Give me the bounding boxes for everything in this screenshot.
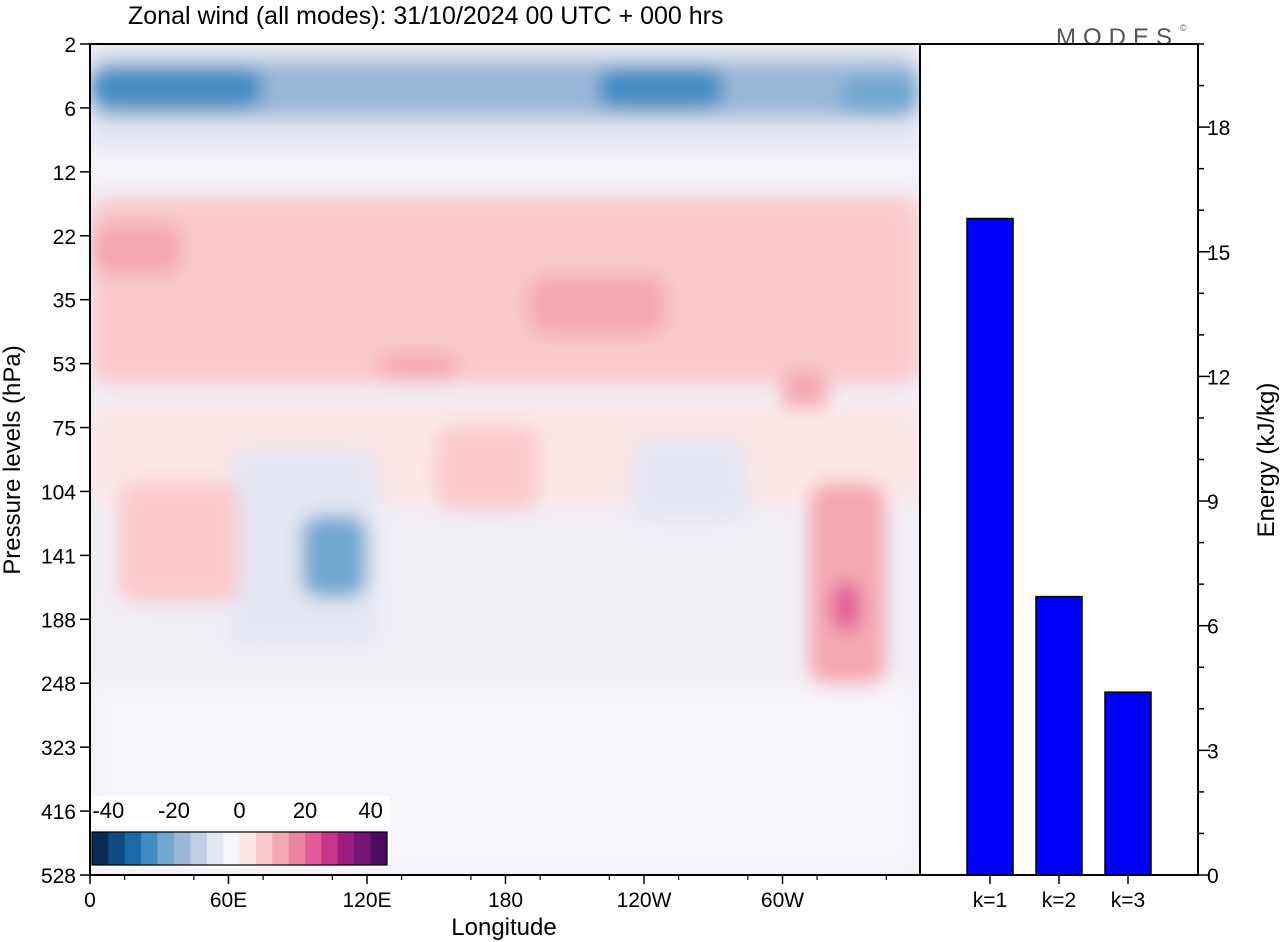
energy-bar-k=2 (1035, 595, 1083, 876)
colorbar-cell (370, 832, 388, 865)
energy-y-tick-label: 15 (1207, 242, 1230, 265)
y-tick-label: 188 (41, 609, 76, 632)
colorbar-cell (108, 832, 126, 865)
y-tick-label: 323 (41, 737, 76, 760)
colorbar-cell (92, 832, 109, 865)
energy-bars (966, 217, 1152, 876)
chart-title: Zonal wind (all modes): 31/10/2024 00 UT… (128, 2, 723, 30)
wind-region-7 (90, 197, 920, 384)
colorbar-cell (272, 832, 290, 865)
colorbar-cell (206, 832, 224, 865)
x-tick-label: 120W (617, 889, 672, 912)
colorbar-cell (141, 832, 158, 865)
heatmap-y-axis: 2 6 12 22 35 53 75 104 141 188 248 323 416 528 (41, 34, 90, 888)
y-tick-label: 141 (41, 545, 76, 568)
wind-region-13 (435, 427, 540, 511)
energy-y-tick-label: 0 (1207, 865, 1219, 888)
energy-panel: k=1 k=2 k=3 0 3 6 9 12 15 18 Energy (kJ/kg) (919, 43, 1280, 912)
y-tick-label: 53 (53, 354, 76, 377)
wind-region-19 (832, 581, 861, 633)
y-tick-label: 248 (41, 673, 76, 696)
x-tick-label: 120E (342, 889, 391, 912)
energy-y-tick-label: 9 (1207, 491, 1219, 514)
wind-region-9 (528, 275, 667, 336)
y-tick-label: 528 (41, 865, 76, 888)
colorbar: -40 -20 0 20 40 (90, 796, 390, 868)
colorbar-tick-label: 40 (358, 798, 382, 823)
x-tick-label: 0 (84, 889, 96, 912)
energy-y-axis: 0 3 6 9 12 15 18 (1198, 43, 1230, 888)
colorbar-tick-label: 20 (293, 798, 317, 823)
colorbar-labels: -40 -20 0 20 40 (92, 798, 382, 823)
colorbar-frame (91, 831, 388, 866)
colorbar-cell (255, 832, 273, 865)
y-tick-label: 6 (64, 98, 76, 121)
energy-x-label: k=1 (973, 889, 1007, 912)
wind-region-5 (839, 75, 920, 114)
colorbar-cell (124, 832, 142, 865)
colorbar-tick-label: -40 (92, 798, 124, 823)
energy-x-axis: k=1 k=2 k=3 (973, 875, 1145, 912)
energy-bar-k=3 (1104, 691, 1152, 876)
y-tick-label: 75 (53, 418, 76, 441)
y-tick-label: 2 (64, 34, 76, 57)
energy-bar-k=1 (966, 217, 1014, 876)
heatmap-panel: -40 -20 0 20 40 0 60E 120E 180 120W 60W 2 6 12 22 35 5… (0, 34, 921, 941)
colorbar-cell (288, 832, 306, 865)
heatmap-x-label: Longitude (451, 914, 556, 941)
colorbar-tick-label: -20 (158, 798, 190, 823)
wind-region-8 (90, 222, 183, 276)
wind-region-6 (90, 150, 920, 185)
colorbar-cell (321, 832, 339, 865)
y-tick-label: 35 (53, 290, 76, 313)
colorbar-cell (190, 832, 208, 865)
y-tick-label: 104 (41, 481, 76, 504)
colorbar-cell (223, 832, 240, 865)
energy-y-tick-label: 12 (1207, 366, 1230, 389)
colorbar-cell (337, 832, 355, 865)
colorbar-cell (239, 832, 257, 865)
energy-x-label: k=3 (1111, 889, 1145, 912)
energy-y-tick-label: 6 (1207, 616, 1219, 639)
wind-region-3 (320, 75, 436, 114)
heatmap-regions (90, 44, 920, 875)
x-tick-label: 180 (488, 889, 523, 912)
energy-x-label: k=2 (1042, 889, 1076, 912)
wind-region-2 (90, 67, 263, 108)
x-tick-label: 60W (761, 889, 804, 912)
colorbar-cell (305, 832, 322, 865)
y-tick-label: 22 (53, 226, 76, 249)
colorbar-tick-label: 0 (233, 798, 245, 823)
energy-y-tick-label: 3 (1207, 740, 1219, 763)
wind-region-17 (117, 482, 240, 602)
x-tick-label: 60E (210, 889, 247, 912)
energy-y-tick-label: 18 (1207, 117, 1230, 140)
wind-region-4 (597, 67, 725, 108)
colorbar-cell (173, 832, 191, 865)
y-tick-label: 416 (41, 801, 76, 824)
heatmap-x-axis: 0 60E 120E 180 120W 60W (84, 875, 887, 912)
wind-region-10 (378, 352, 459, 379)
energy-y-label: Energy (kJ/kg) (1253, 383, 1280, 538)
modes-logo-mark: © (1180, 23, 1187, 33)
y-tick-label: 12 (53, 162, 76, 185)
wind-region-16 (631, 438, 748, 520)
colorbar-cell (157, 832, 175, 865)
wind-region-15 (302, 515, 367, 598)
heatmap-y-label: Pressure levels (hPa) (0, 345, 26, 574)
colorbar-cell (354, 832, 372, 865)
colorbar-cells (92, 832, 388, 865)
